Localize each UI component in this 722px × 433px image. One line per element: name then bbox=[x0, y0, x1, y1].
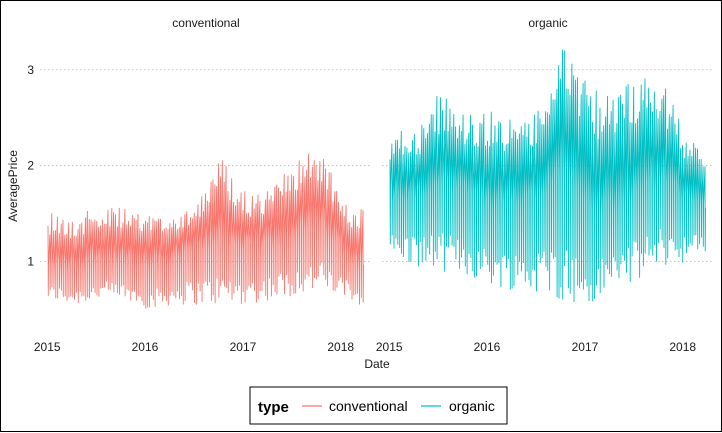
x-tick-label-p2-2016: 2016 bbox=[474, 340, 501, 354]
legend-box bbox=[249, 386, 508, 425]
series-organic bbox=[389, 49, 706, 303]
y-tick-label-2: 2 bbox=[27, 159, 34, 173]
legend-label-organic: organic bbox=[449, 398, 495, 414]
x-tick-label-p2-2017: 2017 bbox=[572, 340, 599, 354]
x-tick-label-p1-2015: 2015 bbox=[34, 340, 61, 354]
series-conventional bbox=[47, 153, 364, 309]
legend: type conventional organic bbox=[249, 386, 508, 425]
legend-label-conventional: conventional bbox=[329, 398, 408, 414]
series-layer bbox=[47, 49, 706, 309]
series-line-organic bbox=[389, 49, 706, 303]
facet-label-organic: organic bbox=[528, 16, 567, 30]
x-tick-label-p1-2016: 2016 bbox=[132, 340, 159, 354]
x-tick-labels: 2015 2016 2017 2018 2015 2016 2017 2018 bbox=[34, 340, 697, 354]
facet-label-conventional: conventional bbox=[172, 16, 239, 30]
y-axis-title: AveragePrice bbox=[6, 150, 20, 222]
y-tick-label-1: 1 bbox=[27, 255, 34, 269]
y-tick-labels: 1 2 3 bbox=[27, 63, 34, 269]
x-tick-label-p2-2018: 2018 bbox=[669, 340, 696, 354]
x-tick-label-p1-2018: 2018 bbox=[327, 340, 354, 354]
x-tick-label-p2-2015: 2015 bbox=[376, 340, 403, 354]
y-tick-label-3: 3 bbox=[27, 63, 34, 77]
x-axis-title: Date bbox=[364, 357, 390, 371]
legend-title: type bbox=[258, 399, 289, 416]
series-line-conventional bbox=[47, 153, 364, 309]
x-tick-label-p1-2017: 2017 bbox=[230, 340, 257, 354]
